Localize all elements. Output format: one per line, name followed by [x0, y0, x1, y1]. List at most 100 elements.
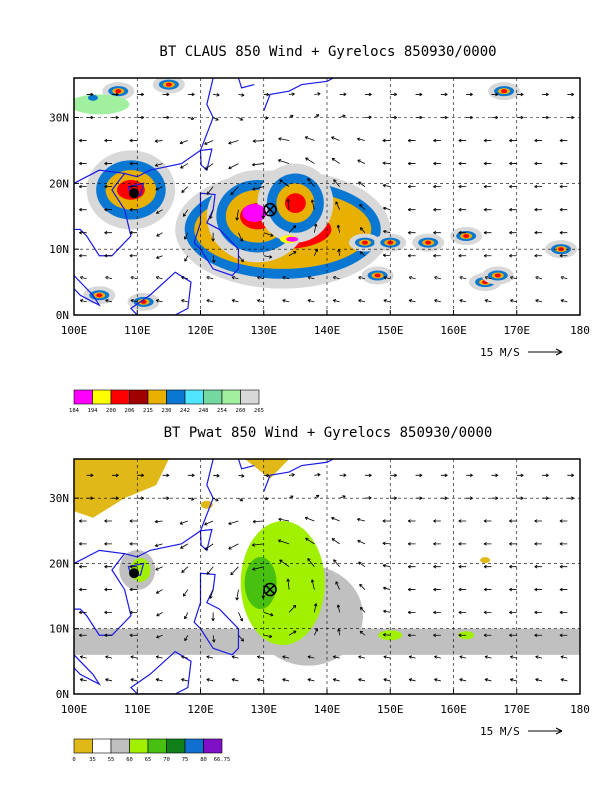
wind-arrow [567, 115, 575, 120]
wind-arrow [187, 92, 195, 97]
wind-arrow [382, 519, 391, 523]
wind-arrow [130, 655, 138, 659]
colorbar-swatch [184, 389, 204, 405]
colorbar-pwat: 0 35 55 60 65 70 75 80 66.75 [72, 738, 231, 763]
wind-arrow [288, 251, 297, 257]
x-tick-label: 130E [251, 324, 278, 337]
wind-arrow [382, 563, 391, 568]
colorbar-label: 66.75 [214, 757, 231, 763]
wind-arrow [339, 495, 346, 499]
wind-arrow [364, 115, 372, 120]
wind-arrow [332, 276, 340, 280]
wind-arrow [162, 115, 170, 120]
colorbar-swatch [129, 389, 149, 405]
wind-arrow [155, 589, 163, 594]
y-tick-label: 0N [56, 688, 69, 701]
wind-arrow [509, 230, 517, 235]
wind-arrow [358, 276, 366, 280]
wind-arrow [86, 496, 94, 500]
wind-arrow [335, 581, 341, 590]
wind-arrow [433, 610, 441, 615]
wind-arrow [356, 517, 366, 522]
wind-arrow [86, 92, 94, 97]
wind-arrow [509, 610, 517, 615]
wind-arrow [129, 564, 138, 569]
wind-arrow [187, 497, 195, 501]
wind-arrow [383, 655, 391, 659]
wind-arrow [433, 633, 441, 638]
wind-arrow [155, 209, 163, 214]
wind-arrow [278, 137, 290, 141]
wind-arrow [305, 157, 315, 164]
wind-arrow [542, 473, 549, 478]
wind-arrow [263, 92, 270, 97]
pwat-wet-area [240, 521, 325, 646]
reference-arrowhead-top [555, 348, 563, 356]
wind-arrow [179, 520, 188, 525]
wind-arrow [282, 276, 290, 280]
wind-arrow [154, 519, 163, 524]
wind-arrow [263, 473, 270, 478]
wind-arrow [559, 161, 568, 166]
wind-arrow [459, 678, 467, 682]
cloud-red [501, 89, 508, 94]
wind-arrow [304, 136, 315, 141]
y-tick-label: 0N [56, 309, 69, 322]
wind-arrow [238, 117, 244, 121]
wind-arrow [483, 519, 492, 523]
wind-arrow [206, 678, 214, 682]
wind-arrow [263, 232, 274, 237]
wind-arrow [483, 610, 492, 615]
wind-arrow [542, 115, 549, 120]
wind-arrow [307, 678, 315, 682]
wind-arrow [212, 255, 216, 263]
wind-arrow [263, 496, 269, 501]
wind-arrow [187, 116, 195, 121]
wind-arrow [357, 539, 366, 545]
wind-arrow [206, 566, 214, 575]
wind-arrow [263, 634, 273, 639]
wind-arrow [213, 473, 220, 478]
wind-arrow [483, 253, 492, 258]
wind-arrow [509, 564, 517, 569]
wind-arrow [104, 564, 112, 569]
wind-arrow [307, 299, 315, 303]
wind-arrow [458, 587, 467, 592]
wind-arrow [154, 139, 163, 143]
wind-arrow [162, 496, 170, 500]
pwat-dry-region [74, 459, 169, 518]
wind-arrow [180, 543, 189, 549]
x-tick-label: 110E [124, 324, 151, 337]
colorbar-label: 70 [163, 757, 170, 763]
colorbar-swatch [184, 738, 204, 754]
wind-arrow [383, 678, 391, 682]
wind-arrow [104, 633, 112, 638]
wind-arrow [534, 542, 543, 546]
wind-arrow [516, 115, 524, 120]
wind-arrow [104, 519, 112, 523]
cloud-red [374, 273, 381, 278]
wind-arrow [111, 92, 119, 97]
wind-arrow [359, 606, 366, 613]
wind-arrow [187, 473, 195, 478]
wind-arrow [78, 230, 87, 235]
wind-arrow [337, 248, 341, 256]
wind-arrow [433, 161, 441, 166]
cloud-magenta [286, 236, 299, 242]
wind-arrow [433, 138, 441, 143]
wind-arrow [78, 207, 87, 212]
colorbar-label: 230 [162, 408, 172, 414]
wind-arrow [184, 232, 189, 240]
x-tick-label: 110E [124, 703, 151, 716]
colorbar-label: 0 [72, 757, 75, 763]
wind-arrow [358, 181, 366, 187]
wind-arrow [458, 519, 467, 523]
gyre-location-circled-x [263, 582, 277, 597]
wind-arrow [332, 678, 340, 682]
wind-arrow [288, 225, 297, 233]
x-tick-label: 150E [377, 703, 404, 716]
wind-arrow [357, 159, 366, 164]
wind-arrow [104, 587, 112, 592]
wind-arrow [162, 92, 170, 97]
wind-arrow [179, 140, 188, 145]
